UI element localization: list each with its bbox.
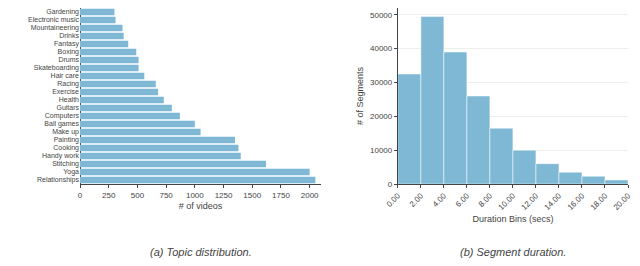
svg-text:Racing: Racing [57,80,79,88]
svg-text:1500: 1500 [243,191,261,200]
svg-text:Health: Health [59,96,79,103]
svg-text:2.00: 2.00 [408,191,426,209]
svg-text:Handy work: Handy work [42,152,79,160]
svg-text:8.00: 8.00 [477,191,495,209]
svg-text:Relationships: Relationships [37,176,80,184]
svg-text:Mountaineering: Mountaineering [31,24,79,32]
svg-text:30000: 30000 [370,78,393,87]
svg-text:Guitars: Guitars [56,104,79,111]
svg-text:14.00: 14.00 [543,191,564,212]
svg-text:2000: 2000 [301,191,319,200]
svg-text:18.00: 18.00 [589,191,610,212]
svg-text:Duration Bins (secs): Duration Bins (secs) [472,214,553,224]
svg-text:750: 750 [159,191,173,200]
svg-text:(a) Topic distribution.: (a) Topic distribution. [150,246,252,258]
svg-text:Exercise: Exercise [52,88,79,95]
svg-text:Yoga: Yoga [63,168,79,176]
svg-text:Electronic music: Electronic music [28,16,79,23]
svg-text:Computers: Computers [45,112,80,120]
svg-text:# of videos: # of videos [179,201,223,211]
svg-text:Boxing: Boxing [58,48,80,56]
svg-text:# of Segments: # of Segments [355,66,365,125]
svg-text:1250: 1250 [215,191,233,200]
svg-text:250: 250 [102,191,116,200]
svg-text:Make up: Make up [52,128,79,136]
svg-text:12.00: 12.00 [520,191,541,212]
svg-text:50000: 50000 [370,11,393,20]
svg-text:40000: 40000 [370,44,393,53]
svg-text:Drinks: Drinks [59,32,79,39]
svg-text:0.00: 0.00 [385,191,403,209]
svg-text:Gardening: Gardening [46,8,79,16]
svg-text:Ball games: Ball games [44,120,79,128]
svg-text:Cooking: Cooking [53,144,79,152]
svg-text:16.00: 16.00 [566,191,587,212]
svg-text:Stitching: Stitching [52,160,79,168]
svg-text:1000: 1000 [186,191,204,200]
svg-text:0: 0 [78,191,83,200]
svg-text:Painting: Painting [54,136,79,144]
svg-text:6.00: 6.00 [454,191,472,209]
svg-text:0: 0 [388,180,393,189]
svg-text:(b) Segment duration.: (b) Segment duration. [460,246,566,258]
svg-text:Skateboarding: Skateboarding [34,64,79,72]
svg-text:20.00: 20.00 [612,191,633,212]
svg-text:4.00: 4.00 [431,191,449,209]
svg-text:1750: 1750 [272,191,290,200]
svg-text:500: 500 [131,191,145,200]
svg-text:Drums: Drums [58,56,79,63]
svg-text:Fantasy: Fantasy [54,40,79,48]
svg-text:10000: 10000 [370,146,393,155]
svg-text:Hair care: Hair care [51,72,80,79]
svg-text:10.00: 10.00 [497,191,518,212]
svg-text:20000: 20000 [370,112,393,121]
